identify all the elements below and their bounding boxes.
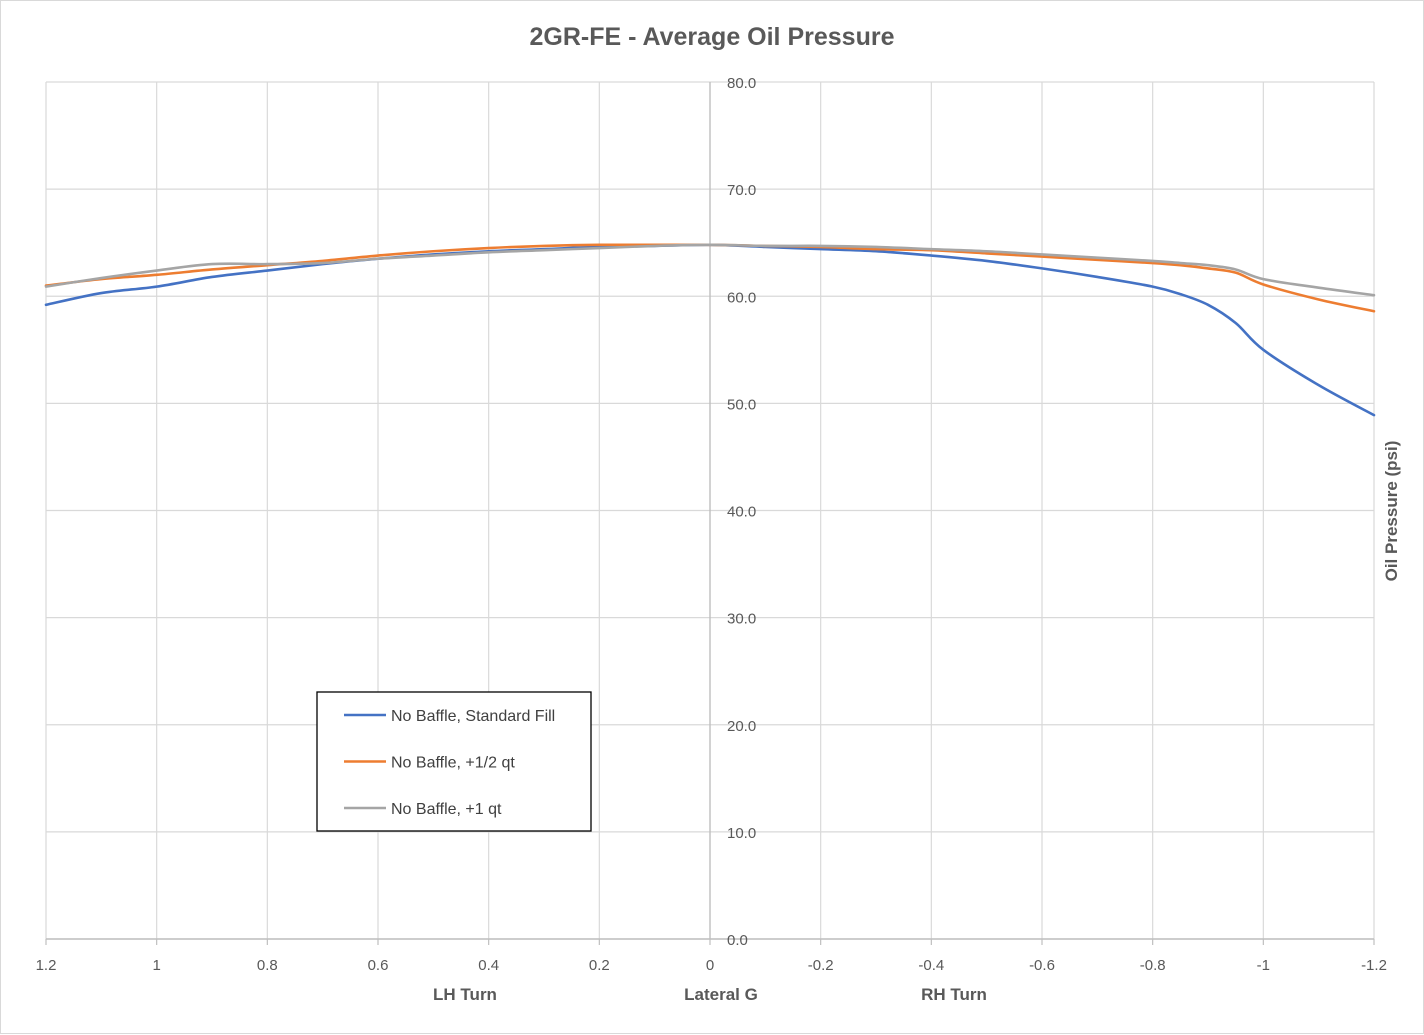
y-tick-label: 40.0 <box>727 504 756 521</box>
x-tick-label: -0.4 <box>918 957 944 974</box>
y-tick-label: 0.0 <box>727 932 748 949</box>
y-axis-title: Oil Pressure (psi) <box>1382 441 1401 582</box>
y-tick-label: 70.0 <box>727 182 756 199</box>
y-tick-label: 50.0 <box>727 396 756 413</box>
legend-label-1: No Baffle, Standard Fill <box>391 708 555 725</box>
y-tick-label: 20.0 <box>727 718 756 735</box>
x-side-label-left: LH Turn <box>433 985 497 1004</box>
y-tick-label: 60.0 <box>727 289 756 306</box>
series-line-3 <box>44 243 1376 297</box>
y-tick-label: 30.0 <box>727 611 756 628</box>
y-tick-label: 10.0 <box>727 825 756 842</box>
legend-label-3: No Baffle, +1 qt <box>391 801 502 818</box>
x-axis-title: Lateral G <box>684 985 758 1004</box>
x-tick-label: 0.4 <box>478 957 499 974</box>
legend-label-2: No Baffle, +1/2 qt <box>391 755 515 772</box>
y-tick-label: 80.0 <box>727 75 756 92</box>
x-tick-label: -1.2 <box>1361 957 1387 974</box>
x-tick-label: 1.2 <box>36 957 57 974</box>
x-tick-label: 1 <box>152 957 160 974</box>
chart-title: 2GR-FE - Average Oil Pressure <box>530 23 895 51</box>
x-tick-label: 0.2 <box>589 957 610 974</box>
series-lines <box>44 243 1376 417</box>
tick-labels: 0.0 10.0 20.0 30.0 40.0 50.0 60.0 70.0 80.0 1.2 1 0… <box>36 75 1387 974</box>
x-tick-label: -0.8 <box>1140 957 1166 974</box>
x-tick-label: -1 <box>1257 957 1270 974</box>
x-side-label-right: RH Turn <box>921 985 987 1004</box>
x-tick-label: 0 <box>706 957 714 974</box>
axes <box>45 82 1375 945</box>
x-tick-label: 0.8 <box>257 957 278 974</box>
x-tick-label: 0.6 <box>368 957 389 974</box>
x-tick-label: -0.6 <box>1029 957 1055 974</box>
legend: No Baffle, Standard Fill No Baffle, +1/2 … <box>316 691 592 832</box>
x-tick-label: -0.2 <box>808 957 834 974</box>
